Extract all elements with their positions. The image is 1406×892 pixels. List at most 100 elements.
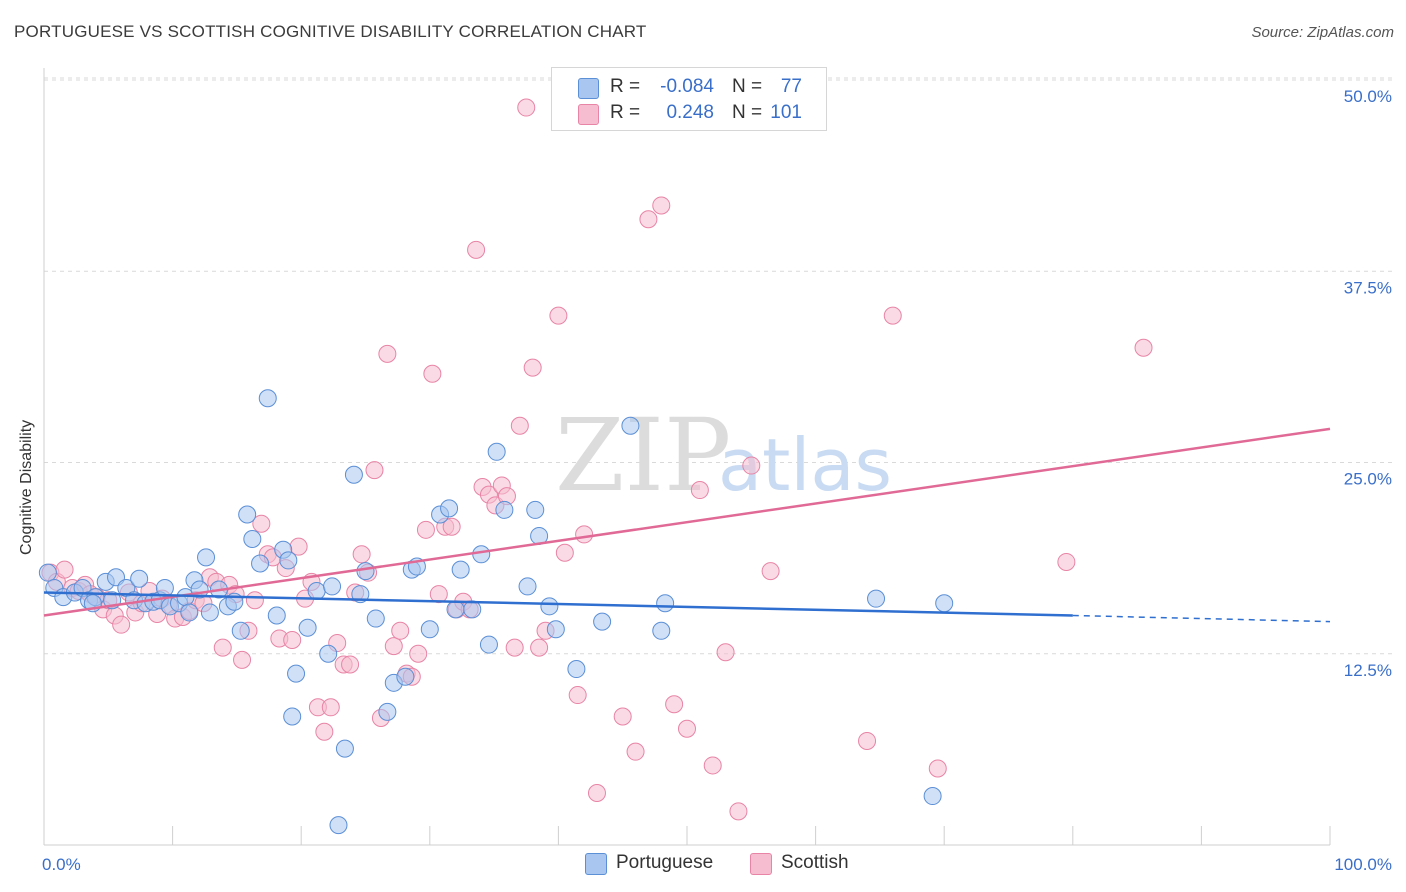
portuguese-point: [378, 702, 397, 721]
portuguese-point: [335, 739, 354, 758]
scottish-point: [530, 638, 549, 657]
x-tick-label: 0.0%: [42, 855, 81, 874]
portuguese-point: [440, 499, 459, 518]
scottish-point: [761, 562, 780, 581]
legend-r-value: 0.248: [666, 102, 714, 123]
portuguese-point: [258, 389, 277, 408]
portuguese-point: [200, 603, 219, 622]
scottish-point: [233, 650, 252, 669]
legend-r-label: R =: [610, 76, 641, 97]
portuguese-point: [420, 620, 439, 639]
scottish-point: [568, 686, 587, 705]
portuguese-trend-line: [43, 591, 1073, 617]
portuguese-point: [298, 618, 317, 637]
scottish-point: [652, 196, 671, 215]
trend-lines: [43, 427, 1331, 623]
portuguese-point: [540, 597, 559, 616]
scottish-point: [341, 655, 360, 674]
portuguese-point: [344, 465, 363, 484]
bottom-legend-swatch-portuguese: [585, 853, 607, 875]
scottish-point: [716, 643, 735, 662]
y-tick-label: 12.5%: [1344, 661, 1392, 680]
portuguese-point: [451, 560, 470, 579]
scottish-point: [321, 698, 340, 717]
scottish-point: [883, 306, 902, 325]
tick-labels: 12.5% 25.0% 37.5% 50.0% 0.0% 100.0%: [42, 87, 1392, 874]
portuguese-point: [621, 416, 640, 435]
portuguese-point: [366, 609, 385, 628]
y-tick-label: 50.0%: [1344, 87, 1392, 106]
portuguese-point: [279, 551, 298, 570]
portuguese-point: [867, 589, 886, 608]
portuguese-point: [935, 594, 954, 613]
legend-row-portuguese: R = -0.084 N = 77: [552, 75, 826, 101]
portuguese-point: [238, 505, 257, 524]
portuguese-point: [283, 707, 302, 726]
scottish-point: [112, 615, 131, 634]
portuguese-point: [329, 816, 348, 835]
scottish-point: [416, 520, 435, 539]
portuguese-point: [130, 569, 149, 588]
portuguese-point: [472, 545, 491, 564]
legend-n-label: N =: [732, 102, 763, 123]
scottish-point: [858, 731, 877, 750]
portuguese-point: [652, 621, 671, 640]
scottish-point: [283, 630, 302, 649]
scottish-point: [505, 638, 524, 657]
portuguese-point: [267, 606, 286, 625]
legend-swatch-portuguese: [578, 78, 599, 99]
legend: R = -0.084 N = 77 R = 0.248 N = 101: [551, 67, 827, 131]
scottish-point: [575, 525, 594, 544]
y-tick-label: 37.5%: [1344, 278, 1392, 297]
portuguese-trend-extension: [1072, 614, 1331, 623]
axes: [43, 68, 1331, 846]
bottom-legend-swatch-scottish: [750, 853, 772, 875]
portuguese-point: [197, 548, 216, 567]
y-axis-label: Cognitive Disability: [18, 419, 35, 555]
portuguese-point: [593, 612, 612, 631]
scottish-point: [378, 344, 397, 363]
legend-r-label: R =: [610, 102, 641, 123]
grid-lines: [44, 77, 1392, 655]
scottish-point: [555, 543, 574, 562]
scottish-point: [510, 416, 529, 435]
scottish-point: [517, 98, 536, 117]
scottish-point: [252, 514, 271, 533]
bottom-legend-label: Portuguese: [616, 852, 714, 873]
scottish-point: [384, 637, 403, 656]
scottish-point: [639, 210, 658, 229]
portuguese-point: [243, 530, 262, 548]
legend-row-scottish: R = 0.248 N = 101: [552, 101, 826, 127]
portuguese-point: [923, 787, 942, 806]
portuguese-point: [307, 582, 326, 601]
portuguese-point: [656, 594, 675, 613]
portuguese-point: [287, 664, 306, 683]
scottish-point: [467, 240, 486, 259]
portuguese-point: [319, 644, 338, 663]
scottish-point: [352, 545, 371, 564]
scottish-point: [423, 364, 442, 383]
scottish-trend-line: [43, 427, 1331, 617]
chart-title: PORTUGUESE VS SCOTTISH COGNITIVE DISABIL…: [14, 22, 647, 41]
portuguese-point: [495, 500, 514, 519]
portuguese-point: [546, 620, 565, 639]
scottish-point: [703, 756, 722, 775]
watermark: ZIP atlas: [555, 397, 892, 514]
scottish-point: [442, 517, 461, 536]
portuguese-point: [479, 635, 498, 654]
scottish-point: [613, 707, 632, 726]
scottish-point: [55, 560, 74, 579]
bottom-legend-label: Scottish: [781, 852, 849, 873]
portuguese-point: [231, 621, 250, 640]
scottish-point: [365, 461, 384, 480]
portuguese-point: [356, 562, 375, 581]
scottish-point: [409, 644, 428, 663]
scottish-point: [1134, 338, 1153, 357]
scottish-point: [742, 456, 761, 475]
portuguese-point: [38, 563, 57, 582]
portuguese-point: [446, 600, 465, 619]
portuguese-point: [251, 554, 270, 573]
y-tick-label: 25.0%: [1344, 470, 1392, 489]
scottish-point: [729, 802, 748, 821]
